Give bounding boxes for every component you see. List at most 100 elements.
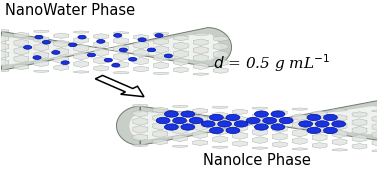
Circle shape [97,40,105,43]
Polygon shape [312,126,327,133]
Polygon shape [129,106,378,140]
Polygon shape [94,41,108,48]
Polygon shape [54,33,68,38]
Polygon shape [74,52,88,60]
Polygon shape [352,135,367,142]
Polygon shape [332,149,347,151]
Polygon shape [193,131,208,138]
Polygon shape [153,122,167,130]
Polygon shape [116,101,378,145]
Polygon shape [133,126,148,133]
Circle shape [68,43,77,47]
Circle shape [164,111,178,117]
Polygon shape [74,31,88,33]
Polygon shape [153,32,168,35]
Circle shape [254,111,268,117]
Polygon shape [34,36,49,43]
Polygon shape [213,51,228,58]
Polygon shape [173,135,187,142]
Circle shape [279,117,293,124]
Polygon shape [114,71,129,74]
Polygon shape [133,42,148,49]
Polygon shape [74,71,88,73]
Polygon shape [352,119,367,126]
Polygon shape [292,121,307,129]
Polygon shape [34,70,49,72]
Polygon shape [332,122,347,130]
Polygon shape [114,38,129,44]
Circle shape [112,63,120,67]
Circle shape [307,114,321,121]
Polygon shape [212,136,227,143]
Polygon shape [14,64,29,70]
Polygon shape [232,132,247,139]
Circle shape [234,121,248,127]
Polygon shape [14,32,29,38]
Polygon shape [0,43,9,50]
Polygon shape [34,44,49,51]
Polygon shape [94,57,108,64]
Polygon shape [173,119,187,126]
Polygon shape [34,60,49,67]
Polygon shape [0,59,9,66]
Polygon shape [193,54,208,62]
Polygon shape [54,56,68,63]
Circle shape [307,127,321,134]
Circle shape [156,117,170,124]
Polygon shape [153,72,168,75]
Polygon shape [193,39,208,45]
Polygon shape [153,62,168,69]
Polygon shape [253,137,267,143]
Circle shape [104,58,112,62]
Circle shape [254,124,268,130]
Circle shape [271,111,285,117]
Circle shape [189,117,203,124]
Polygon shape [74,61,88,67]
Polygon shape [372,150,378,152]
Circle shape [246,117,260,124]
Polygon shape [312,143,327,148]
Polygon shape [14,55,29,63]
Circle shape [226,127,240,134]
Polygon shape [292,138,307,144]
Circle shape [324,127,338,134]
Polygon shape [372,131,378,139]
Polygon shape [133,66,148,72]
Polygon shape [212,106,227,108]
Polygon shape [14,39,29,47]
Polygon shape [174,35,188,41]
Circle shape [33,56,41,59]
Circle shape [147,48,156,52]
Polygon shape [232,124,247,132]
Circle shape [324,114,338,121]
Polygon shape [193,108,208,113]
Circle shape [173,117,187,124]
Polygon shape [292,129,307,137]
Circle shape [129,57,137,61]
Polygon shape [173,105,187,108]
Polygon shape [253,107,267,109]
Circle shape [155,34,163,37]
Polygon shape [372,110,378,112]
Polygon shape [193,46,208,54]
Polygon shape [0,33,219,65]
Polygon shape [54,48,68,56]
Polygon shape [332,130,347,138]
Polygon shape [174,58,188,65]
Polygon shape [0,28,231,71]
Text: NanoIce Phase: NanoIce Phase [203,153,310,168]
Polygon shape [34,51,49,59]
Polygon shape [94,66,108,71]
Polygon shape [253,120,267,128]
Text: NanoWater Phase: NanoWater Phase [5,3,135,18]
Circle shape [61,61,69,65]
Circle shape [114,34,122,37]
Polygon shape [114,45,129,53]
Text: $d$ = 0.5 g mL$^{-1}$: $d$ = 0.5 g mL$^{-1}$ [214,53,331,74]
Polygon shape [173,145,187,147]
Polygon shape [292,148,307,150]
Polygon shape [372,116,378,122]
Polygon shape [212,127,227,135]
Circle shape [332,121,345,127]
Polygon shape [193,123,208,131]
